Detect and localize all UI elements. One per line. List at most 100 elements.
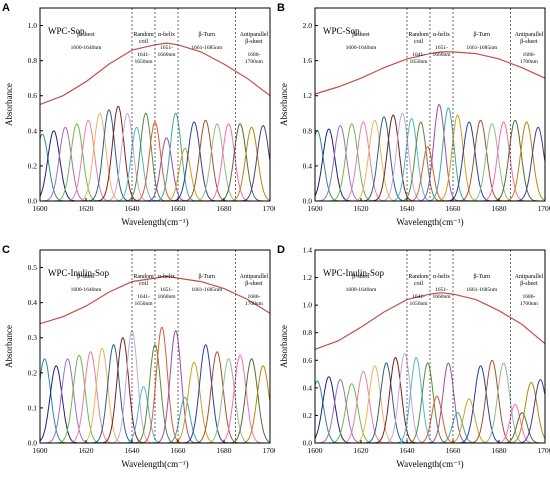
- y-tick-label: 0.4: [28, 298, 38, 307]
- band-line-9: [394, 357, 438, 444]
- region-range-label: 1650nm: [409, 301, 428, 307]
- chart-title: WPC-Inulin-Sop: [48, 268, 110, 278]
- panel-c: β-sheet 1600-1640nm Random coil 1641- 1650nm α…: [0, 242, 275, 484]
- region-name-label: β-Turn: [198, 32, 215, 38]
- region-range-label: 1600-1640nm: [346, 45, 378, 51]
- band-line-4: [339, 121, 388, 202]
- band-line-10: [398, 121, 443, 202]
- y-axis-label: Absorbance: [4, 83, 14, 126]
- x-tick-label: 1660: [446, 204, 461, 213]
- y-tick-label: 0.0: [28, 439, 38, 448]
- y-tick-label: 1.2: [303, 91, 313, 100]
- band-line-7: [99, 336, 146, 444]
- region-name-label: Antiparallel: [240, 274, 269, 280]
- y-tick-label: 0.5: [28, 263, 38, 272]
- region-range-label: 1651-: [160, 45, 173, 51]
- chart-title: WPC-Inulin-Sop: [323, 268, 385, 278]
- region-name-label: Random: [133, 32, 154, 38]
- panel-label: C: [2, 244, 10, 256]
- band-line-2: [43, 358, 92, 444]
- x-tick-label: 1680: [217, 204, 232, 213]
- band-line-16: [181, 119, 230, 202]
- region-range-label: 1700nm: [520, 301, 539, 307]
- region-name-label: Random: [408, 274, 429, 280]
- y-tick-label: 1.2: [303, 273, 313, 282]
- y-tick-label: 0.8: [303, 328, 313, 337]
- region-name-label: β-Turn: [198, 274, 215, 280]
- band-line-7: [372, 356, 419, 444]
- region-name-label: α-helix: [433, 274, 450, 280]
- x-tick-label: 1640: [125, 446, 140, 455]
- region-name-label: Antiparallel: [515, 32, 544, 38]
- y-tick-label: 0.2: [303, 411, 313, 420]
- region-name-label: β-Turn: [473, 32, 490, 38]
- y-tick-label: 0.3: [28, 333, 38, 342]
- x-tick-label: 1660: [446, 446, 461, 455]
- band-line-7: [370, 114, 417, 202]
- band-line-13: [437, 412, 478, 444]
- region-range-label: 1686-: [522, 52, 535, 58]
- region-name-label: β-sheet: [352, 274, 370, 280]
- panel-a: β-sheet 1600-1640nm Random coil 1641- 1650nm α…: [0, 0, 275, 242]
- region-range-label: 1651-: [160, 287, 173, 293]
- band-line-9: [123, 386, 164, 444]
- band-line-8: [379, 112, 426, 202]
- region-name-label: coil: [139, 281, 148, 287]
- envelope-line: [39, 275, 271, 325]
- band-line-4: [66, 351, 115, 444]
- band-line-15: [181, 344, 230, 444]
- band-line-13: [426, 107, 471, 202]
- region-range-label: 1650nm: [134, 301, 153, 307]
- plot-frame: [314, 249, 546, 444]
- region-name-label: Antiparallel: [515, 274, 544, 280]
- band-line-16: [468, 359, 516, 444]
- x-tick-label: 1660: [171, 204, 186, 213]
- y-tick-label: 0.4: [303, 161, 313, 170]
- region-range-label: 1651-: [435, 287, 448, 293]
- band-line-8: [104, 112, 151, 202]
- band-group: [314, 352, 546, 444]
- band-line-4: [64, 119, 113, 202]
- y-tick-label: 0.0: [303, 439, 313, 448]
- region-name-label: β-sheet: [245, 39, 263, 45]
- panel-b: β-sheet 1600-1640nm Random coil 1641- 1650nm α…: [275, 0, 550, 242]
- band-line-2: [316, 125, 365, 202]
- band-line-19: [227, 358, 270, 444]
- band-line-18: [494, 403, 536, 444]
- region-range-label: 1700nm: [520, 59, 539, 65]
- band-line-10: [132, 344, 177, 444]
- band-line-16: [456, 119, 505, 202]
- y-tick-label: 0.6: [303, 356, 313, 365]
- region-name-label: coil: [414, 39, 423, 45]
- region-range-label: 1641-: [412, 294, 425, 300]
- y-tick-label: 0.4: [28, 126, 38, 135]
- region-range-label: 1641-: [137, 52, 150, 58]
- band-line-11: [416, 395, 457, 444]
- region-name-label: Antiparallel: [240, 32, 269, 38]
- band-line-2: [41, 126, 90, 202]
- region-range-label: 1686-: [247, 52, 260, 58]
- band-line-18: [204, 123, 253, 202]
- envelope-line: [314, 292, 546, 350]
- x-tick-label: 1700: [263, 446, 276, 455]
- band-line-20: [227, 126, 270, 202]
- x-tick-label: 1680: [217, 446, 232, 455]
- band-line-7: [95, 105, 142, 202]
- region-name-label: β-sheet: [245, 281, 263, 287]
- region-range-label: 1661-1685nm: [191, 45, 223, 51]
- y-tick-label: 0.0: [303, 197, 313, 206]
- band-line-20: [239, 365, 271, 444]
- x-axis-label: Wavelength(cm⁻¹): [396, 459, 463, 469]
- region-range-label: 1651-: [435, 45, 448, 51]
- panel-label: D: [277, 244, 285, 256]
- region-range-label: 1600-1640nm: [71, 45, 103, 51]
- band-line-11: [407, 146, 448, 202]
- x-tick-label: 1600: [33, 204, 48, 213]
- region-range-label: 1700nm: [245, 301, 264, 307]
- x-tick-label: 1700: [538, 446, 550, 455]
- band-line-12: [153, 330, 198, 444]
